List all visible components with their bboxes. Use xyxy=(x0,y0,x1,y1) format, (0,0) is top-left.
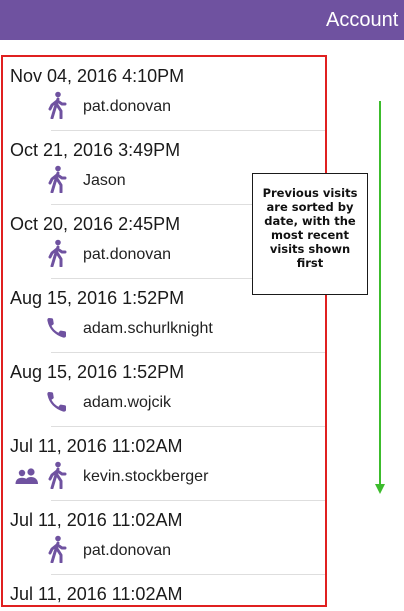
visit-item[interactable]: Jul 11, 2016 11:02AM xyxy=(3,575,325,605)
divider xyxy=(51,426,325,427)
divider xyxy=(51,130,325,131)
sort-direction-arrow xyxy=(379,101,381,486)
visit-date: Aug 15, 2016 1:52PM xyxy=(10,362,185,382)
divider xyxy=(51,574,325,575)
visit-item[interactable]: Jul 11, 2016 11:02AM pat.donovan xyxy=(3,501,325,575)
people-icon xyxy=(14,461,40,489)
phone-icon xyxy=(44,313,70,341)
visit-user: adam.wojcik xyxy=(83,394,172,411)
visit-date: Jul 11, 2016 11:02AM xyxy=(10,584,183,604)
walk-icon xyxy=(44,535,70,563)
visit-item[interactable]: Nov 04, 2016 4:10PM pat.donovan xyxy=(3,57,325,131)
divider xyxy=(51,352,325,353)
visit-item[interactable]: Oct 21, 2016 3:49PM Jason xyxy=(3,131,325,205)
walk-icon xyxy=(44,239,70,267)
visit-item[interactable]: Jul 11, 2016 11:02AM kevin.stockberger xyxy=(3,427,325,501)
visit-item[interactable]: Aug 15, 2016 1:52PM adam.wojcik xyxy=(3,353,325,427)
visit-item[interactable]: Aug 15, 2016 1:52PM adam.schurlknight xyxy=(3,279,325,353)
visit-date: Oct 21, 2016 3:49PM xyxy=(10,140,181,160)
visit-user: kevin.stockberger xyxy=(83,468,209,485)
visit-user: pat.donovan xyxy=(83,246,172,263)
divider xyxy=(51,278,325,279)
header-title[interactable]: Account xyxy=(326,9,399,31)
walk-icon xyxy=(44,461,70,489)
annotation-callout: Previous visits are sorted by date, with… xyxy=(252,173,368,295)
walk-icon xyxy=(44,165,70,193)
visit-list: Nov 04, 2016 4:10PM pat.donovan Oct 21, … xyxy=(1,55,327,607)
phone-icon xyxy=(44,387,70,415)
app-header: Account xyxy=(0,0,404,40)
walk-icon xyxy=(44,91,70,119)
visit-date: Oct 20, 2016 2:45PM xyxy=(10,214,181,234)
visit-user: pat.donovan xyxy=(83,542,172,559)
divider xyxy=(51,204,325,205)
visit-date: Jul 11, 2016 11:02AM xyxy=(10,436,183,456)
arrow-head-icon xyxy=(375,484,385,494)
divider xyxy=(51,500,325,501)
visit-item[interactable]: Oct 20, 2016 2:45PM pat.donovan xyxy=(3,205,325,279)
visit-user: Jason xyxy=(83,172,126,189)
visit-date: Jul 11, 2016 11:02AM xyxy=(10,510,183,530)
visit-date: Aug 15, 2016 1:52PM xyxy=(10,288,185,308)
visit-date: Nov 04, 2016 4:10PM xyxy=(10,66,185,86)
visit-user: adam.schurlknight xyxy=(83,320,213,337)
visit-user: pat.donovan xyxy=(83,98,172,115)
